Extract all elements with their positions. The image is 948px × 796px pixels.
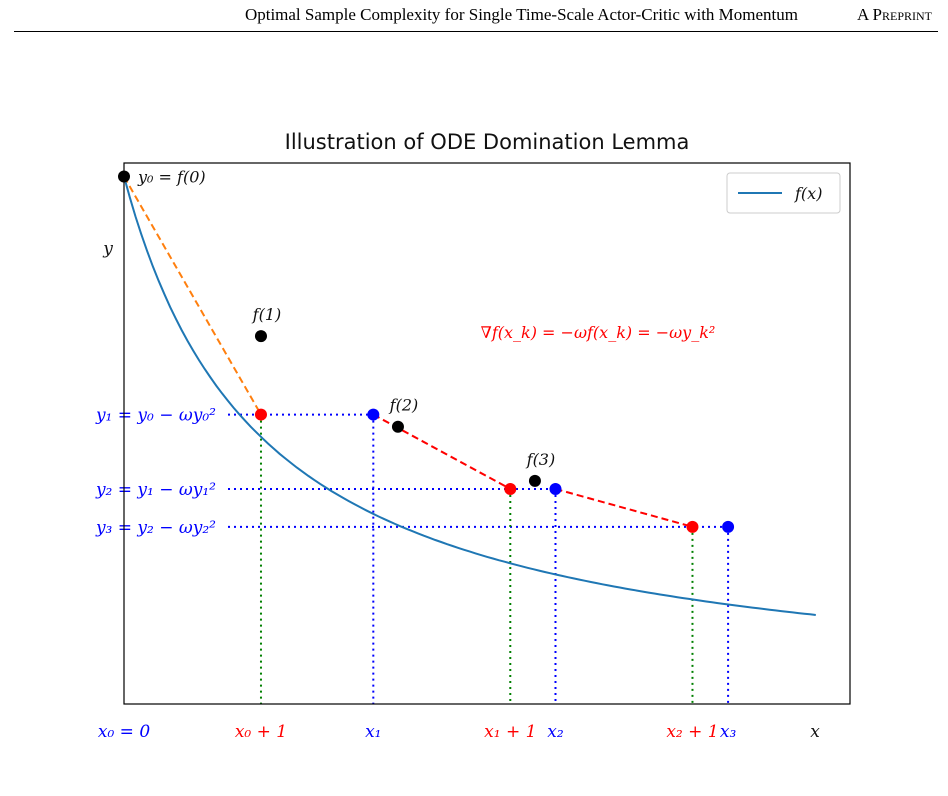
point-label: f(1): [252, 305, 282, 324]
y-tick-label: y₁ = y₀ − ωy₀²: [95, 406, 216, 426]
y-tick-label: y₂ = y₁ − ωy₁²: [95, 480, 216, 500]
black-point: [254, 330, 267, 343]
tangent-line: [123, 176, 262, 416]
black-point: [528, 474, 541, 487]
blue-point: [549, 482, 562, 495]
chart-title: Illustration of ODE Domination Lemma: [285, 130, 690, 154]
x-tick-label: x₁ + 1: [484, 722, 536, 742]
point-label: f(2): [389, 396, 419, 415]
black-point: [391, 420, 404, 433]
x-axis-label: x: [810, 722, 820, 742]
plot-frame: [123, 162, 851, 705]
legend-label: f(x): [794, 184, 822, 203]
red-point: [504, 482, 517, 495]
x-tick-label: x₂ + 1: [666, 722, 718, 742]
blue-point: [722, 520, 735, 533]
legend: f(x): [726, 172, 841, 214]
running-head-title: Optimal Sample Complexity for Single Tim…: [244, 5, 798, 24]
x-tick-label: x₀ = 0: [98, 722, 150, 742]
chart-labels: y₀ = f(0) f(1) f(2) f(3) y₁ = y₀ − ωy₀² y₂ = …: [95, 168, 737, 742]
x-tick-label: x₂: [547, 722, 564, 742]
blue-point: [367, 408, 380, 421]
red-point: [254, 408, 267, 421]
point-label: f(3): [526, 450, 556, 469]
running-head: Optimal Sample Complexity for Single Tim…: [0, 0, 948, 32]
tangent-lines: [123, 176, 693, 528]
header-rule: [14, 31, 938, 32]
y-tick-label: y₃ = y₂ − ωy₂²: [95, 518, 216, 538]
point-label: y₀ = f(0): [137, 168, 206, 187]
y-axis-label: y: [102, 239, 113, 259]
chart-points: [118, 170, 735, 533]
series-line-f-of-x: [123, 176, 816, 616]
tangent-line: [555, 487, 693, 528]
running-head-tag: A Preprint: [856, 5, 932, 24]
guide-lines: [228, 413, 730, 704]
x-tick-label: x₃: [720, 722, 737, 742]
x-tick-label: x₁: [365, 722, 381, 742]
x-tick-label: x₀ + 1: [235, 722, 287, 742]
legend-box: [726, 172, 841, 214]
gradient-annotation: ∇f(x_k) = −ωf(x_k) = −ωy_k²: [481, 323, 716, 342]
red-point: [686, 520, 699, 533]
